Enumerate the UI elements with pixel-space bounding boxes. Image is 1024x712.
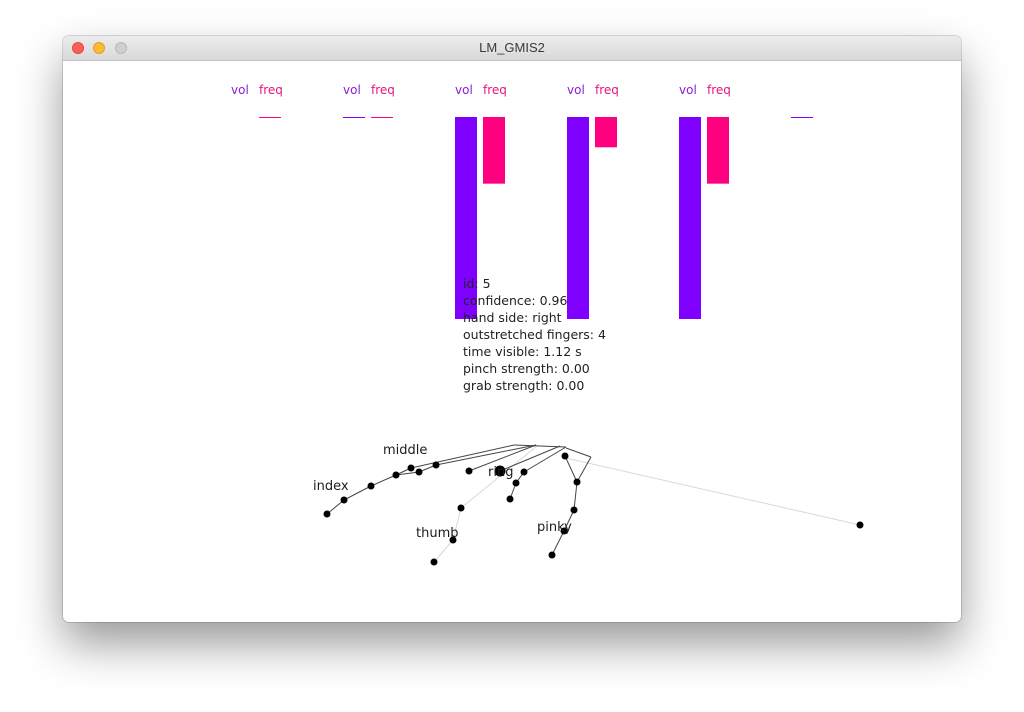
meter-4-vol-label: vol xyxy=(567,83,585,97)
meter-3-freq-bar xyxy=(483,117,505,184)
meter-1-vol-bar xyxy=(343,117,365,118)
time-visible: time visible: 1.12 s xyxy=(463,344,582,359)
finger-label-pinky: pinky xyxy=(537,520,572,535)
hand-skeleton: index middle ring thumb pinky xyxy=(313,443,864,566)
meter-2-vol-label: vol xyxy=(343,83,361,97)
finger-label-ring: ring xyxy=(488,465,513,480)
meter-5-vol-label: vol xyxy=(679,83,697,97)
meter-4-vol-bar xyxy=(679,117,701,319)
hand-info-panel: id: 5 confidence: 0.96 hand side: right … xyxy=(463,275,606,394)
outstretched-fingers: outstretched fingers: 4 xyxy=(463,327,606,342)
app-window: LM_GMIS2 vol freq vol freq vol freq vol freq vol… xyxy=(63,36,961,622)
meter-4-freq-bar xyxy=(595,117,617,148)
pinch-strength: pinch strength: 0.00 xyxy=(463,361,590,376)
bone-lines xyxy=(326,444,592,556)
hand-side: hand side: right xyxy=(463,310,562,325)
meter-3-freq-label: freq xyxy=(483,83,507,97)
meter-5-freq-label: freq xyxy=(707,83,731,97)
meter-4-freq-label: freq xyxy=(595,83,619,97)
meters-layer: vol freq vol freq vol freq vol freq vol freq xyxy=(231,83,813,319)
meter-5-vol-bar xyxy=(791,117,813,118)
close-button[interactable] xyxy=(72,42,84,54)
grab-strength: grab strength: 0.00 xyxy=(463,378,585,393)
finger-label-thumb: thumb xyxy=(416,526,459,541)
title-bar[interactable]: LM_GMIS2 xyxy=(63,36,961,61)
meter-3-vol-bar xyxy=(567,117,589,319)
meter-1-freq-bar xyxy=(259,117,281,118)
meter-2-freq-bar xyxy=(371,117,393,118)
meter-2-vol-bar xyxy=(455,117,477,319)
meter-3-vol-label: vol xyxy=(455,83,473,97)
meter-2-freq-label: freq xyxy=(371,83,395,97)
window-title: LM_GMIS2 xyxy=(479,40,545,55)
bone-lines-light xyxy=(433,445,861,563)
hand-confidence: confidence: 0.96 xyxy=(463,293,568,308)
finger-label-middle: middle xyxy=(383,443,427,458)
meter-1-vol-label: vol xyxy=(231,83,249,97)
meter-5-freq-bar xyxy=(707,117,729,184)
finger-label-index: index xyxy=(313,479,349,494)
zoom-button[interactable] xyxy=(115,42,127,54)
minimize-button[interactable] xyxy=(93,42,105,54)
hand-id: id: 5 xyxy=(463,276,491,291)
sketch-canvas[interactable]: vol freq vol freq vol freq vol freq vol freq xyxy=(63,61,961,622)
joint-points xyxy=(323,452,864,566)
meter-1-freq-label: freq xyxy=(259,83,283,97)
